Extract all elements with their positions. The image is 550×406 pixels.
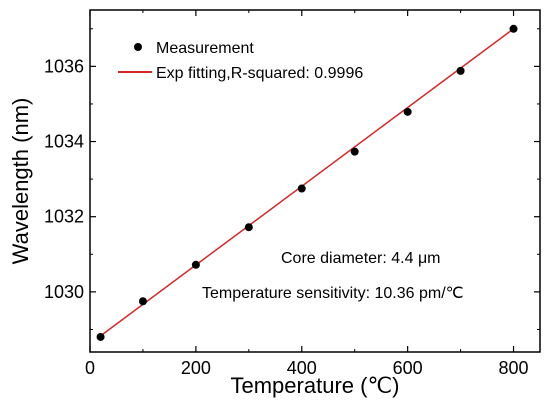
x-tick-label: 800 xyxy=(499,358,529,378)
axis-ticks xyxy=(89,10,540,352)
measurement-point xyxy=(456,66,465,75)
measurement-point xyxy=(403,107,412,116)
annotation-temperature-sensitivity: Temperature sensitivity: 10.36 pm/℃ xyxy=(202,285,464,302)
measurement-point xyxy=(244,223,253,232)
x-tick-label: 200 xyxy=(181,358,211,378)
plot-frame xyxy=(89,9,541,353)
legend-marker-measurement xyxy=(134,43,142,51)
measurement-point xyxy=(96,332,105,341)
measurement-point xyxy=(297,184,306,193)
x-tick-label: 400 xyxy=(287,358,317,378)
x-tick-label: 600 xyxy=(393,358,423,378)
measurement-point xyxy=(509,24,518,33)
y-tick-label: 1030 xyxy=(44,282,84,302)
legend-label-fitting: Exp fitting,R-squared: 0.9996 xyxy=(156,65,363,82)
legend: Measurement Exp fitting,R-squared: 0.999… xyxy=(118,40,363,82)
legend-label-measurement: Measurement xyxy=(156,40,254,57)
y-axis-label: Wavelength (nm) xyxy=(8,98,33,265)
x-axis-label: Temperature (℃) xyxy=(231,373,400,398)
y-tick-label: 1036 xyxy=(44,56,84,76)
axis-tick-labels: 0 200 400 600 800 1030 1032 1034 1036 xyxy=(44,56,529,378)
measurement-point xyxy=(191,260,200,269)
measurement-point xyxy=(350,147,359,156)
measurement-point xyxy=(138,297,147,306)
annotation-core-diameter: Core diameter: 4.4 μm xyxy=(281,250,441,267)
y-tick-label: 1034 xyxy=(44,132,84,152)
x-tick-label: 0 xyxy=(85,358,95,378)
fit-line xyxy=(100,28,514,337)
y-tick-label: 1032 xyxy=(44,207,84,227)
series-layer xyxy=(96,24,518,341)
